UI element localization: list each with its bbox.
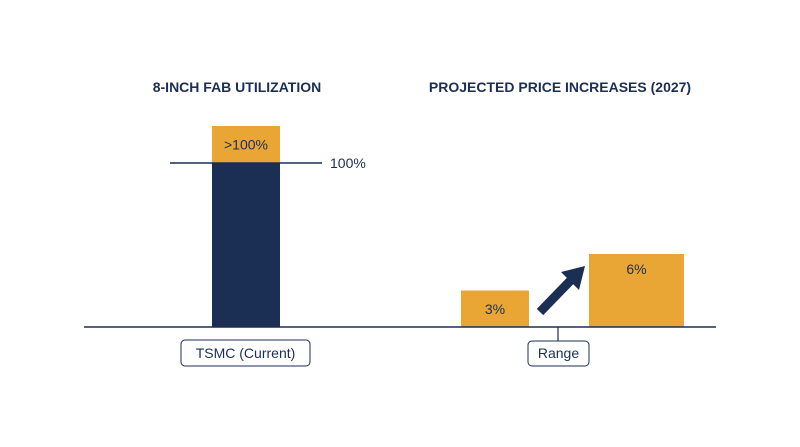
- arrow-up-right-icon: [536, 266, 585, 316]
- category-label: TSMC (Current): [196, 345, 296, 361]
- chart-title: PROJECTED PRICE INCREASES (2027): [429, 79, 691, 95]
- data-label: 6%: [626, 261, 646, 277]
- bar-price-increase: [461, 290, 529, 327]
- reference-line-label: 100%: [330, 155, 366, 171]
- fab-utilization-chart: 8-INCH FAB UTILIZATION >100% 100% TSMC (…: [153, 79, 366, 367]
- bar-price-increase: [589, 254, 684, 327]
- data-label: 3%: [485, 301, 505, 317]
- category-label-box: Range: [527, 340, 590, 367]
- chart-title: 8-INCH FAB UTILIZATION: [153, 79, 322, 95]
- category-label: Range: [538, 345, 579, 361]
- bar-utilization-base: [212, 163, 280, 327]
- category-label-box: TSMC (Current): [180, 339, 311, 367]
- data-label: >100%: [224, 137, 268, 153]
- price-increase-chart: PROJECTED PRICE INCREASES (2027) 3% 6% Ra…: [429, 79, 691, 367]
- bar-utilization-over: [212, 126, 280, 163]
